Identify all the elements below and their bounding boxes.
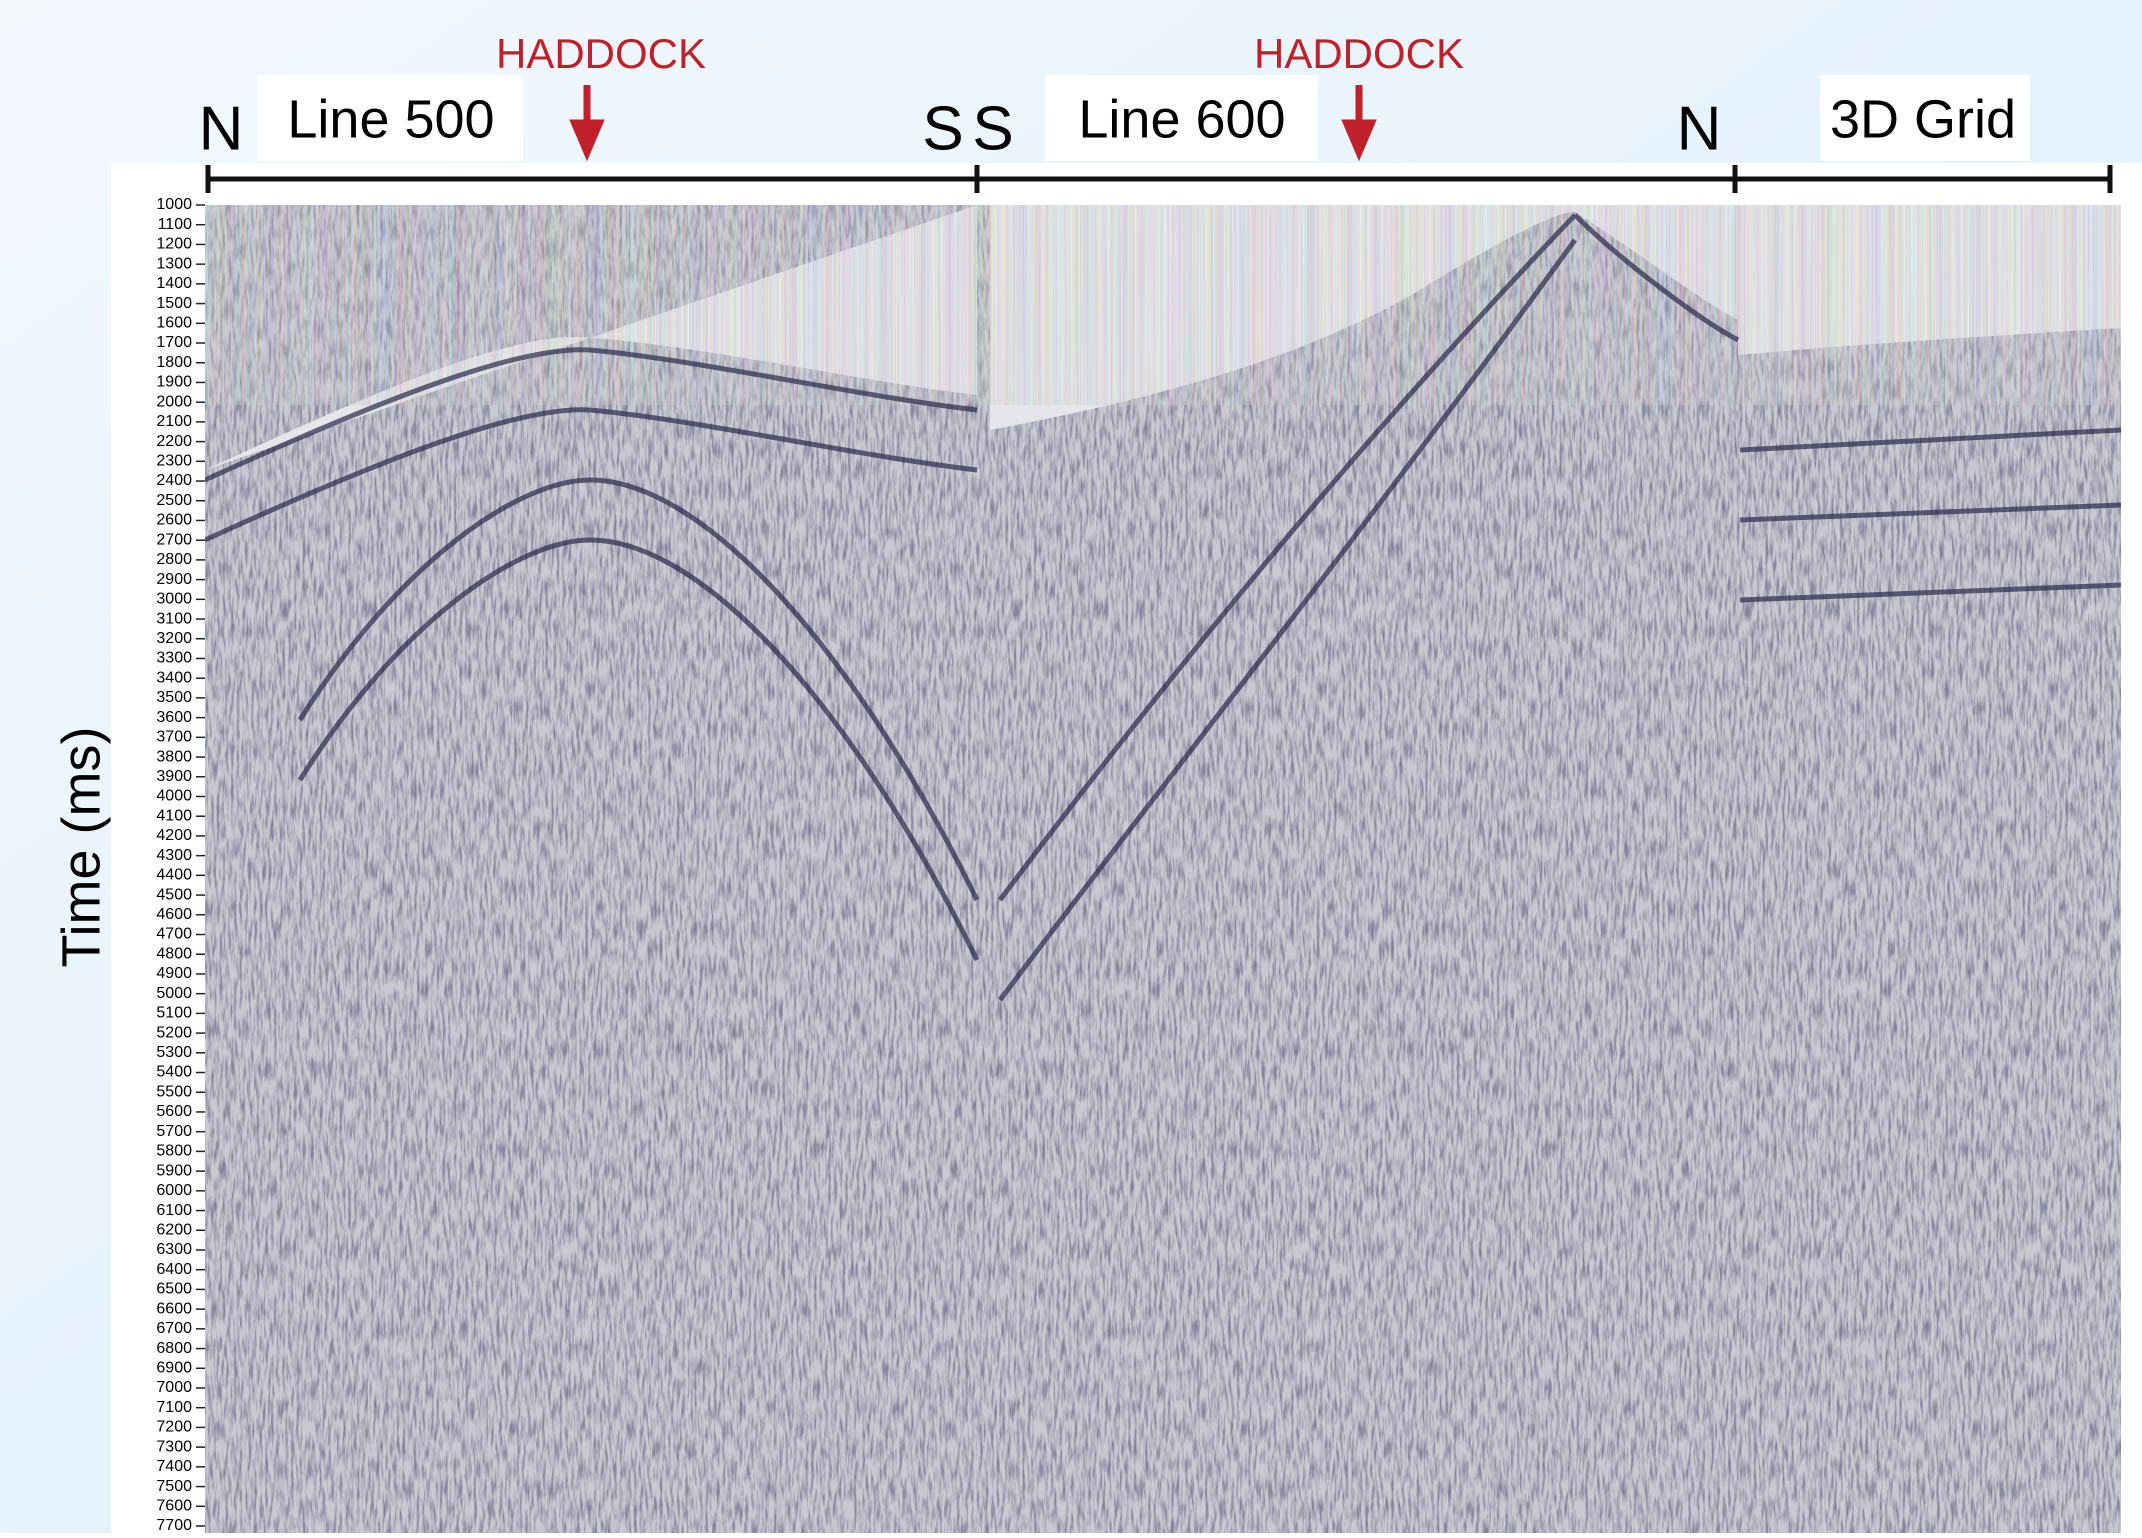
y-tick-label: 7400 <box>156 1458 192 1475</box>
seismic-section <box>205 205 2121 1533</box>
y-tick-label: 2600 <box>156 512 192 529</box>
y-tick-label: 4600 <box>156 906 192 923</box>
y-tick-label: 7000 <box>156 1379 192 1396</box>
y-tick-label: 4100 <box>156 807 192 824</box>
y-tick-label: 2900 <box>156 571 192 588</box>
y-tick-label: 7600 <box>156 1498 192 1515</box>
y-tick-label: 7500 <box>156 1478 192 1495</box>
y-tick-label: 3700 <box>156 729 192 746</box>
y-tick-label: 5100 <box>156 1005 192 1022</box>
line-label: Line 500 <box>287 89 494 149</box>
haddock-label: HADDOCK <box>496 30 706 77</box>
y-tick-label: 1700 <box>156 334 192 351</box>
y-tick-label: 3200 <box>156 630 192 647</box>
direction: S <box>972 94 1013 163</box>
y-tick-label: 3600 <box>156 709 192 726</box>
y-axis-title: Time (ms) <box>51 727 111 968</box>
y-tick-label: 7300 <box>156 1438 192 1455</box>
y-tick-label: 6600 <box>156 1300 192 1317</box>
y-tick-label: 5600 <box>156 1103 192 1120</box>
y-tick-label: 3500 <box>156 689 192 706</box>
y-tick-label: 1500 <box>156 295 192 312</box>
y-tick-label: 5700 <box>156 1123 192 1140</box>
y-tick-label: 6200 <box>156 1221 192 1238</box>
y-tick-label: 7700 <box>156 1517 192 1533</box>
y-tick-label: 3400 <box>156 669 192 686</box>
haddock-label: HADDOCK <box>1254 30 1464 77</box>
y-tick-label: 2200 <box>156 433 192 450</box>
y-tick-label: 4400 <box>156 867 192 884</box>
y-tick-label: 2100 <box>156 413 192 430</box>
y-tick-label: 1900 <box>156 374 192 391</box>
y-tick-label: 1100 <box>158 216 193 233</box>
y-tick-label: 5900 <box>156 1162 192 1179</box>
y-tick-label: 3000 <box>156 591 192 608</box>
y-tick-label: 4500 <box>156 886 192 903</box>
y-tick-label: 6000 <box>156 1182 192 1199</box>
y-tick-label: 4000 <box>156 788 192 805</box>
seismic-figure: 1000 1100 1200 1300 1400 1500 1600 1700 1800 1900… <box>0 0 2142 1533</box>
y-tick-label: 1400 <box>156 275 192 292</box>
y-tick-label: 2500 <box>156 492 192 509</box>
y-tick-label: 3100 <box>156 610 192 627</box>
y-tick-label: 6500 <box>156 1281 192 1298</box>
y-tick-label: 2400 <box>156 472 192 489</box>
y-tick-label: 6400 <box>156 1261 192 1278</box>
direction: S <box>922 94 963 163</box>
y-tick-label: 2300 <box>156 453 192 470</box>
y-tick-label: 6100 <box>156 1202 192 1219</box>
direction: N <box>199 94 244 163</box>
y-tick-label: 3300 <box>156 650 192 667</box>
y-tick-label: 1000 <box>156 196 192 213</box>
y-tick-label: 5400 <box>156 1064 192 1081</box>
y-tick-label: 3800 <box>156 748 192 765</box>
y-tick-label: 6700 <box>156 1320 192 1337</box>
y-tick-label: 1800 <box>156 354 192 371</box>
y-tick-label: 5300 <box>156 1044 192 1061</box>
direction: N <box>1677 94 1722 163</box>
y-tick-label: 2700 <box>156 531 192 548</box>
y-tick-label: 1200 <box>156 236 192 253</box>
y-tick-label: 4200 <box>156 827 192 844</box>
y-tick-label: 4700 <box>156 926 192 943</box>
y-tick-label: 4900 <box>156 965 192 982</box>
y-tick-label: 2000 <box>156 393 192 410</box>
y-tick-label: 6300 <box>156 1241 192 1258</box>
y-tick-label: 3900 <box>156 768 192 785</box>
y-tick-label: 5500 <box>156 1083 192 1100</box>
y-tick-label: 2800 <box>156 551 192 568</box>
y-tick-label: 4800 <box>156 945 192 962</box>
y-tick-label: 4300 <box>156 847 192 864</box>
y-tick-label: 7200 <box>156 1419 192 1436</box>
line-label: Line 600 <box>1078 89 1285 149</box>
grid-label: 3D Grid <box>1830 89 2016 149</box>
y-tick-label: 1600 <box>156 315 192 332</box>
y-tick-label: 1300 <box>156 255 192 272</box>
y-tick-label: 6800 <box>156 1340 192 1357</box>
y-tick-label: 5200 <box>156 1024 192 1041</box>
y-tick-label: 5800 <box>156 1143 192 1160</box>
y-tick-label: 5000 <box>156 985 192 1002</box>
y-tick-label: 7100 <box>156 1399 192 1416</box>
y-tick-label: 6900 <box>156 1359 192 1376</box>
